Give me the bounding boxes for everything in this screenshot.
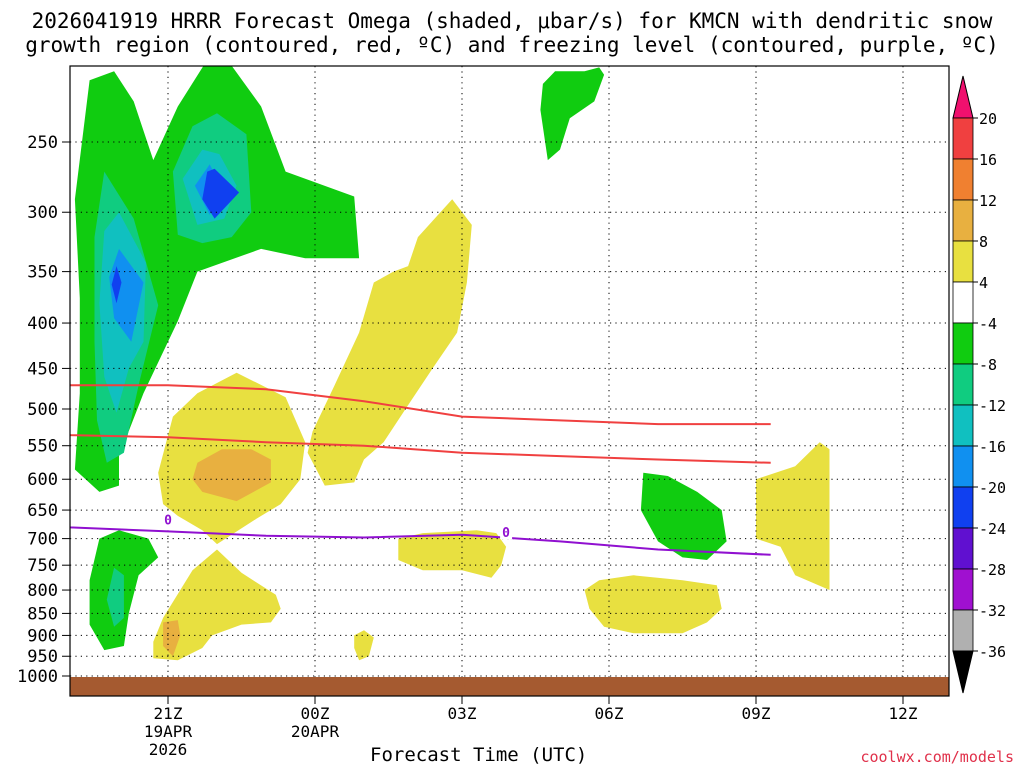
freezing-level-label: 0 xyxy=(502,526,510,541)
colorbar-swatch xyxy=(952,486,974,529)
omega-downward-region xyxy=(354,630,374,661)
colorbar-label: -16 xyxy=(979,438,1006,456)
colorbar-label: -12 xyxy=(979,397,1006,415)
plot-frame xyxy=(69,65,950,697)
colorbar-label: 16 xyxy=(979,151,997,169)
omega-upward-region xyxy=(640,472,727,560)
credit-link[interactable]: coolwx.com/models xyxy=(860,748,1014,766)
x-tick-label: 21Z xyxy=(154,704,183,723)
colorbar-label: 12 xyxy=(979,192,997,210)
freezing-level-label-bg xyxy=(500,525,513,540)
x-tick-label: 12Z xyxy=(889,704,918,723)
colorbar-swatch xyxy=(952,281,974,324)
colorbar-label: -8 xyxy=(979,356,997,374)
omega-upward-core xyxy=(106,567,124,627)
omega-downward-region xyxy=(398,530,507,578)
colorbar-swatch xyxy=(952,568,974,611)
colorbar-swatch xyxy=(952,445,974,488)
colorbar-swatch xyxy=(952,609,974,652)
omega-shading xyxy=(74,66,830,661)
omega-downward-region xyxy=(584,575,722,634)
omega-upward-region xyxy=(540,67,605,161)
y-tick-label: 750 xyxy=(27,556,58,576)
y-tick-label: 300 xyxy=(27,203,58,223)
omega-downward-region xyxy=(153,549,281,661)
grid-lines xyxy=(70,66,949,696)
colorbar-label: -4 xyxy=(979,315,997,333)
x-tick-label: 06Z xyxy=(595,704,624,723)
y-tick-label: 400 xyxy=(27,314,58,334)
omega-downward-max xyxy=(163,620,181,657)
y-tick-label: 250 xyxy=(27,133,58,153)
colorbar-label: 20 xyxy=(979,110,997,128)
omega-downward-region xyxy=(307,199,472,486)
dgz-upper-contour xyxy=(70,384,771,426)
colorbar-swatch xyxy=(952,117,974,160)
y-tick-label: 900 xyxy=(27,626,58,646)
contour-lines: 00 xyxy=(70,384,771,556)
omega-upward-max xyxy=(111,266,122,304)
y-axis: 2503003504004505005506006507007508008509… xyxy=(17,133,70,687)
x-tick-sublabel: 19APR xyxy=(144,722,193,741)
omega-downward-max xyxy=(192,449,271,502)
x-tick-sublabel: 20APR xyxy=(291,722,340,741)
colorbar-label: -36 xyxy=(979,643,1006,661)
chart-title-line2: growth region (contoured, red, ºC) and f… xyxy=(25,33,999,57)
dgz-lower-contour xyxy=(70,434,771,464)
colorbar-label: 8 xyxy=(979,233,988,251)
y-tick-label: 550 xyxy=(27,437,58,457)
colorbar-label: -20 xyxy=(979,479,1006,497)
plot-area: 00 xyxy=(69,65,950,697)
colorbar-swatch xyxy=(952,322,974,365)
chart-title-line1: 2026041919 HRRR Forecast Omega (shaded, … xyxy=(31,9,993,33)
y-tick-label: 850 xyxy=(27,604,58,624)
omega-downward-region xyxy=(756,442,830,590)
freezing-level-label: 0 xyxy=(164,514,172,529)
colorbar-swatch xyxy=(952,240,974,283)
y-tick-label: 350 xyxy=(27,263,58,283)
y-tick-label: 700 xyxy=(27,530,58,550)
y-tick-label: 600 xyxy=(27,470,58,490)
freezing-level-label-bg xyxy=(162,512,174,527)
colorbar-swatch xyxy=(952,158,974,201)
colorbar-swatch xyxy=(952,363,974,406)
y-tick-label: 800 xyxy=(27,581,58,601)
x-tick-label: 09Z xyxy=(742,704,771,723)
colorbar-label: -28 xyxy=(979,561,1006,579)
colorbar-extend-bottom xyxy=(952,650,974,694)
colorbar-swatch xyxy=(952,527,974,570)
colorbar-swatch xyxy=(952,404,974,447)
colorbar-extend-top xyxy=(952,75,974,119)
x-tick-label: 03Z xyxy=(448,704,477,723)
omega-upward-max xyxy=(202,168,240,219)
x-tick-label: 00Z xyxy=(301,704,330,723)
y-tick-label: 950 xyxy=(27,647,58,667)
y-tick-label: 500 xyxy=(27,400,58,420)
colorbar-swatch xyxy=(952,199,974,242)
terrain-ground xyxy=(70,677,949,696)
y-tick-label: 650 xyxy=(27,501,58,521)
x-tick-sublabel: 2026 xyxy=(149,740,188,759)
colorbar-label: -32 xyxy=(979,602,1006,620)
y-tick-label: 1000 xyxy=(17,667,58,687)
x-axis-label: Forecast Time (UTC) xyxy=(370,744,588,766)
freezing-level-contour xyxy=(70,526,771,556)
y-tick-label: 450 xyxy=(27,359,58,379)
colorbar-label: 4 xyxy=(979,274,988,292)
colorbar: 20 16 12 8 4 -4 -8 -12 -16 -20 -24 -28 -32 -36 xyxy=(952,75,1006,694)
colorbar-label: -24 xyxy=(979,520,1006,538)
